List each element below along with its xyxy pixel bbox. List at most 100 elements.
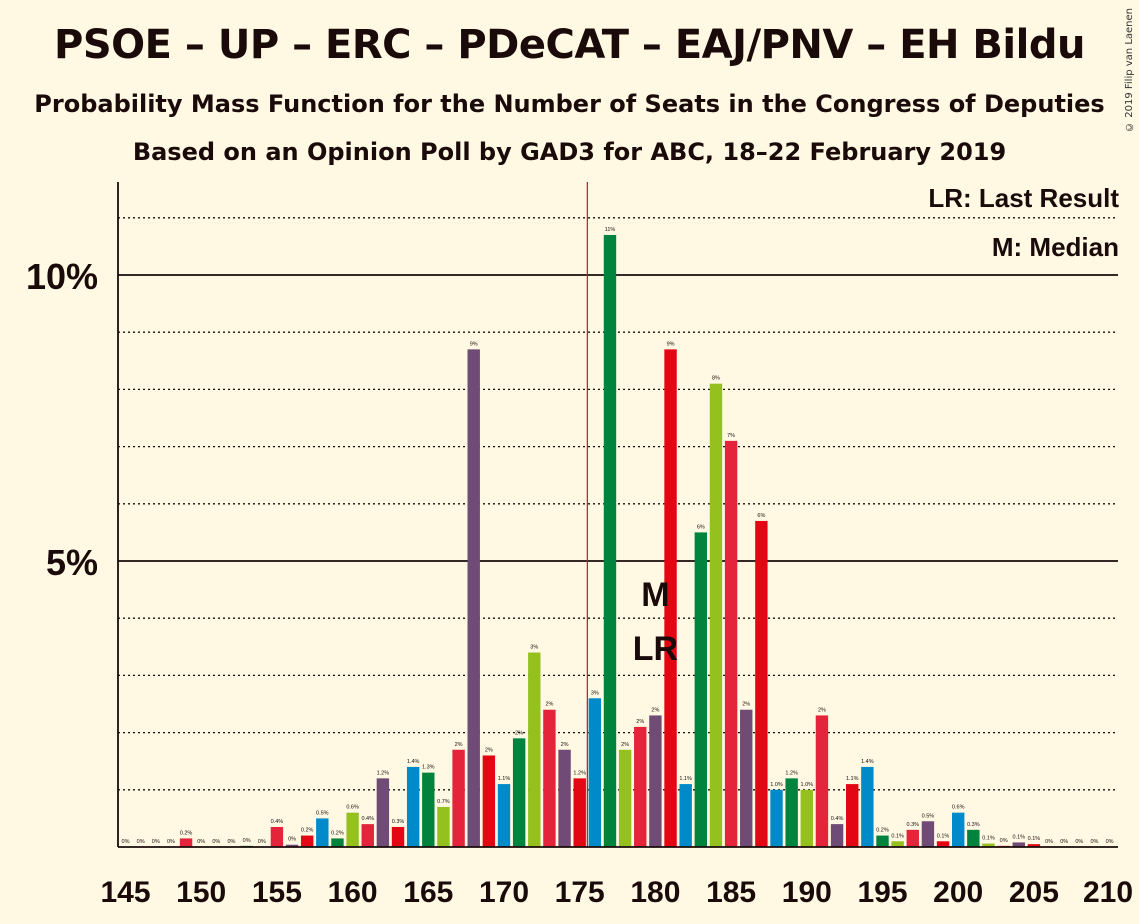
bar (179, 838, 193, 847)
bar-value-label: 0% (122, 839, 130, 845)
bar (618, 749, 632, 847)
bar-value-label: 2% (651, 707, 659, 713)
bar (1012, 842, 1025, 847)
bar (830, 824, 844, 847)
bar (785, 778, 798, 847)
bar-value-label: 0.3% (907, 822, 920, 828)
bar (376, 778, 390, 847)
bar (270, 826, 284, 847)
bar-value-label: 0.2% (331, 830, 344, 836)
bar-value-label: 0.5% (922, 813, 935, 819)
bar (846, 784, 859, 847)
bar-value-label: 0.1% (982, 836, 995, 842)
bar-value-label: 0.3% (967, 822, 980, 828)
bar (952, 812, 965, 847)
x-tick-label: 190 (782, 876, 832, 909)
bar (497, 784, 511, 847)
bar-value-label: 0.4% (361, 816, 374, 822)
x-tick-label: 195 (857, 876, 907, 909)
bar (694, 532, 708, 847)
x-tick-label: 155 (252, 876, 302, 909)
bar-value-label: 0.2% (876, 828, 889, 834)
x-tick-label: 170 (479, 876, 529, 909)
bar-value-label: 7% (727, 433, 735, 439)
bar-value-label: 0.2% (180, 830, 193, 836)
bar (285, 844, 299, 847)
bar-value-label: 2% (455, 742, 463, 748)
chart-subtitle-1: Probability Mass Function for the Number… (34, 90, 1105, 118)
chart-subtitle-2: Based on an Opinion Poll by GAD3 for ABC… (132, 138, 1007, 166)
bar-value-label: 0% (152, 839, 160, 845)
bar (1027, 844, 1041, 847)
bar (300, 835, 314, 847)
bar (982, 843, 995, 847)
bar (588, 698, 602, 847)
bar-value-label: 9% (470, 341, 478, 347)
bar-value-label: 3% (591, 690, 599, 696)
bar-value-label: 0.1% (891, 833, 904, 839)
bar-value-label: 0.5% (316, 810, 329, 816)
bar (528, 652, 541, 847)
bar-value-label: 2% (515, 730, 523, 736)
bar-value-label: 6% (697, 524, 705, 530)
bar-value-label: 2% (545, 702, 553, 708)
bar-value-label: 0.7% (437, 799, 450, 805)
bar (634, 726, 647, 847)
bar-value-label: 8% (712, 376, 720, 382)
bar-value-label: 2% (485, 747, 493, 753)
bar (876, 835, 889, 847)
bar (740, 709, 753, 847)
bar-value-label: 0.6% (952, 805, 965, 811)
legend-last-result: LR: Last Result (928, 183, 1119, 213)
bar-value-label: 0% (1045, 839, 1053, 845)
bar (891, 841, 904, 847)
bar (664, 349, 677, 847)
bar (770, 789, 783, 847)
bar-value-label: 1.2% (785, 770, 798, 776)
bar-value-label: 6% (757, 513, 765, 519)
bar-value-label: 1.2% (573, 770, 586, 776)
y-tick-label: 10% (26, 256, 98, 297)
bar-value-label: 0.1% (1012, 834, 1025, 840)
bar-value-label: 0% (212, 839, 220, 845)
bar (936, 841, 950, 847)
bar-value-label: 2% (636, 719, 644, 725)
bar-value-label: 1.1% (846, 776, 859, 782)
bar (543, 709, 556, 847)
bar-value-label: 0.2% (301, 828, 314, 834)
bar-value-label: 0.4% (831, 816, 844, 822)
bar (391, 826, 405, 847)
bar (422, 772, 435, 847)
bar (603, 234, 617, 847)
bar (361, 824, 374, 847)
bar-value-label: 0% (243, 838, 251, 844)
chart-title: PSOE – UP – ERC – PDeCAT – EAJ/PNV – EH … (54, 22, 1085, 68)
bar-value-label: 1.1% (498, 776, 511, 782)
bar (331, 838, 344, 847)
bar-value-label: 0.1% (937, 833, 950, 839)
bar (512, 738, 526, 847)
legend-median: M: Median (991, 232, 1119, 262)
x-tick-label: 150 (176, 876, 226, 909)
x-tick-label: 175 (555, 876, 605, 909)
bar-value-label: 0% (1090, 839, 1098, 845)
bar (452, 749, 465, 847)
bar-value-label: 0% (1000, 838, 1008, 844)
bar (861, 766, 874, 847)
bar-value-label: 1.3% (422, 765, 435, 771)
last-result-marker: LR (633, 630, 678, 668)
bar (316, 818, 329, 847)
bar-value-label: 0.3% (392, 819, 405, 825)
bar (482, 755, 496, 847)
bar (346, 812, 359, 847)
bar (573, 778, 586, 847)
bar-value-label: 0% (228, 839, 236, 845)
bar (437, 806, 450, 847)
bar (815, 715, 829, 847)
bar-value-label: 1.1% (679, 776, 692, 782)
x-tick-label: 210 (1083, 876, 1133, 909)
bar-value-label: 1.0% (770, 782, 783, 788)
bar-value-label: 0% (137, 839, 145, 845)
x-tick-label: 160 (328, 876, 378, 909)
